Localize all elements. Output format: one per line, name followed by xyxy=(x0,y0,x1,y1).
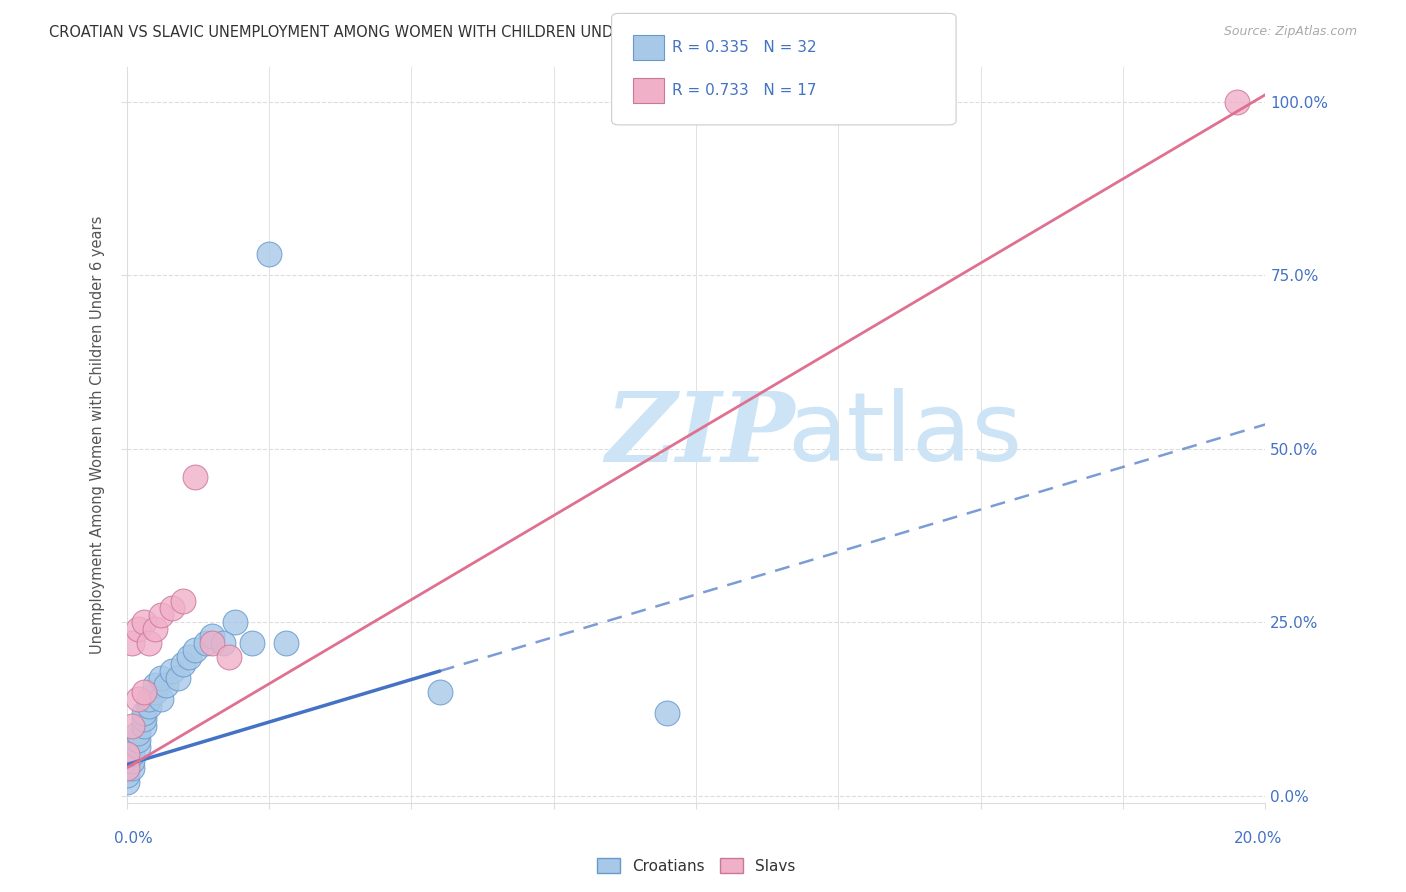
Point xyxy=(160,664,183,678)
Point xyxy=(184,469,207,483)
Point xyxy=(132,684,155,698)
Point xyxy=(132,719,155,733)
Point xyxy=(115,761,138,775)
Point xyxy=(121,719,143,733)
Point xyxy=(179,650,201,665)
Text: R = 0.335   N = 32: R = 0.335 N = 32 xyxy=(672,40,817,54)
Point xyxy=(149,671,172,685)
Point xyxy=(149,608,172,623)
Text: atlas: atlas xyxy=(787,388,1022,482)
Point xyxy=(138,691,160,706)
Point xyxy=(121,747,143,762)
Point xyxy=(172,594,194,608)
Point xyxy=(240,636,263,650)
Point xyxy=(121,761,143,775)
Point xyxy=(143,684,166,698)
Point xyxy=(195,636,218,650)
Text: R = 0.733   N = 17: R = 0.733 N = 17 xyxy=(672,83,817,97)
Point xyxy=(132,713,155,727)
Text: 0.0%: 0.0% xyxy=(114,831,153,846)
Point xyxy=(218,650,240,665)
Point xyxy=(657,706,679,720)
Y-axis label: Unemployment Among Women with Children Under 6 years: Unemployment Among Women with Children U… xyxy=(90,216,105,654)
Point xyxy=(1226,95,1249,109)
Point xyxy=(121,636,143,650)
Point xyxy=(127,691,149,706)
Point xyxy=(132,706,155,720)
Point xyxy=(429,684,451,698)
Point xyxy=(224,615,246,630)
Point xyxy=(138,636,160,650)
Point xyxy=(201,636,224,650)
Text: CROATIAN VS SLAVIC UNEMPLOYMENT AMONG WOMEN WITH CHILDREN UNDER 6 YEARS CORRELAT: CROATIAN VS SLAVIC UNEMPLOYMENT AMONG WO… xyxy=(49,25,862,40)
Point xyxy=(201,629,224,643)
Point xyxy=(184,643,207,657)
Point xyxy=(127,740,149,755)
Point xyxy=(115,768,138,782)
Point xyxy=(115,747,138,762)
Text: Source: ZipAtlas.com: Source: ZipAtlas.com xyxy=(1223,25,1357,38)
Point xyxy=(143,678,166,692)
Point xyxy=(127,733,149,747)
Text: ZIP: ZIP xyxy=(605,388,794,482)
Point xyxy=(115,775,138,789)
Point xyxy=(212,636,235,650)
Text: 20.0%: 20.0% xyxy=(1234,831,1282,846)
Legend: Croatians, Slavs: Croatians, Slavs xyxy=(591,852,801,880)
Point xyxy=(155,678,177,692)
Point xyxy=(143,622,166,636)
Point xyxy=(127,726,149,740)
Point xyxy=(132,615,155,630)
Point xyxy=(149,691,172,706)
Point xyxy=(257,247,280,261)
Point xyxy=(138,698,160,713)
Point xyxy=(172,657,194,671)
Point xyxy=(166,671,188,685)
Point xyxy=(127,622,149,636)
Point xyxy=(274,636,297,650)
Point xyxy=(121,754,143,768)
Point xyxy=(160,601,183,615)
